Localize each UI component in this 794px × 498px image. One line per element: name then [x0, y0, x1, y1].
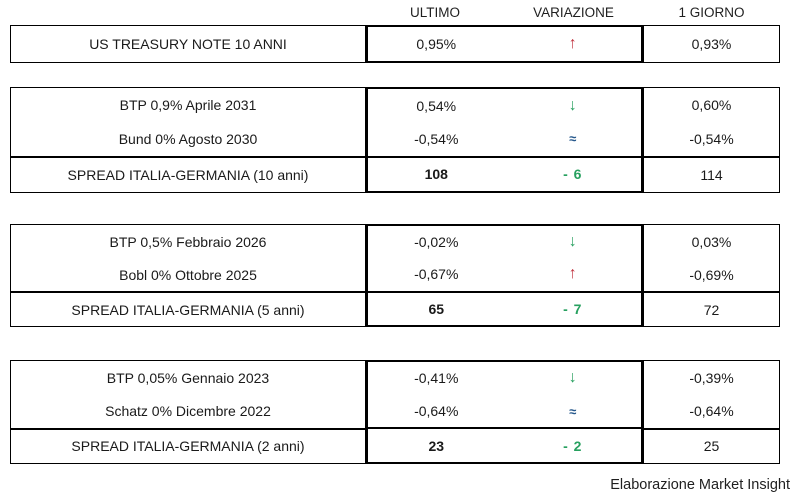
spread-giorno-value: 72 [644, 291, 779, 326]
spread-ultimo-value: 108 [424, 166, 448, 183]
giorno-value: 0,60% [691, 97, 732, 113]
label-column: BTP 0,5% Febbraio 2026 Bobl 0% Ottobre 2… [10, 224, 366, 327]
spread-label: SPREAD ITALIA-GERMANIA (5 anni) [11, 291, 365, 326]
approx-equal-icon: ≈ [569, 403, 577, 419]
column-header-1-giorno: 1 GIORNO [678, 5, 745, 20]
ultimo-value: -0,41% [414, 370, 459, 387]
label-column: BTP 0,05% Gennaio 2023 Schatz 0% Dicembr… [10, 360, 366, 464]
instrument-label: BTP 0,9% Aprile 2031 [119, 97, 257, 113]
giorno-column: 0,60% -0,54% 114 [643, 87, 780, 193]
ultimo-variazione-box: -0,41% ↓ -0,64% ≈ 23 - 2 [366, 360, 643, 464]
giorno-column: -0,39% -0,64% 25 [643, 360, 780, 464]
ultimo-variazione-box: -0,02% ↓ -0,67% ↑ 65 - 7 [366, 224, 643, 327]
spread-row: 65 - 7 [368, 290, 641, 325]
instrument-label: Schatz 0% Dicembre 2022 [105, 402, 271, 419]
table-row: -0,02% ↓ [368, 226, 641, 258]
table-row: 0,54% ↓ [368, 89, 641, 122]
treasury-table: US TREASURY NOTE 10 ANNI 0,95% ↑ 0,93% [10, 25, 780, 63]
ultimo-value: -0,54% [414, 130, 459, 147]
ultimo-value: -0,02% [414, 234, 459, 251]
spread-giorno-value: 25 [644, 427, 779, 463]
ultimo-variazione-box: 0,95% ↑ [366, 25, 643, 63]
spread-change-value: - 7 [563, 300, 583, 317]
giorno-value: 0,03% [691, 233, 732, 250]
label-column: BTP 0,9% Aprile 2031 Bund 0% Agosto 2030… [10, 87, 366, 193]
up-arrow-icon: ↑ [568, 265, 577, 283]
giorno-column: 0,93% [643, 25, 780, 63]
spread-change-value: - 2 [563, 437, 583, 454]
ultimo-value: 0,95% [416, 36, 457, 52]
ultimo-value: -0,64% [414, 403, 459, 419]
spread-row: 108 - 6 [368, 155, 641, 191]
source-credit: Elaborazione Market Insight [610, 477, 790, 493]
giorno-value: -0,64% [689, 402, 734, 419]
ultimo-variazione-box: 0,54% ↓ -0,54% ≈ 108 - 6 [366, 87, 643, 193]
spread-ultimo-value: 65 [428, 300, 445, 317]
down-arrow-icon: ↓ [568, 233, 577, 251]
label-column: US TREASURY NOTE 10 ANNI [10, 25, 366, 63]
spread-giorno-value: 114 [644, 156, 779, 192]
instrument-label: Bund 0% Agosto 2030 [118, 131, 258, 147]
instrument-label: BTP 0,05% Gennaio 2023 [106, 369, 270, 386]
down-arrow-icon: ↓ [568, 369, 577, 387]
spread-label: SPREAD ITALIA-GERMANIA (2 anni) [11, 427, 365, 463]
giorno-value: -0,69% [689, 266, 734, 283]
giorno-column: 0,03% -0,69% 72 [643, 224, 780, 327]
giorno-value: -0,54% [689, 131, 734, 147]
spread-label: SPREAD ITALIA-GERMANIA (10 anni) [11, 156, 365, 192]
giorno-value: 0,93% [691, 36, 732, 52]
giorno-value: -0,39% [689, 369, 734, 386]
table-row: -0,67% ↑ [368, 258, 641, 290]
ultimo-value: -0,67% [414, 266, 459, 283]
spread-5y-table: BTP 0,5% Febbraio 2026 Bobl 0% Ottobre 2… [10, 224, 780, 327]
approx-equal-icon: ≈ [569, 131, 577, 147]
spread-change-value: - 6 [563, 166, 583, 183]
ultimo-value: 0,54% [416, 97, 457, 114]
table-row: 0,95% ↑ [368, 27, 641, 61]
table-row: -0,54% ≈ [368, 122, 641, 155]
instrument-label: US TREASURY NOTE 10 ANNI [89, 36, 287, 52]
instrument-label: Bobl 0% Ottobre 2025 [119, 266, 257, 283]
table-row: -0,64% ≈ [368, 395, 641, 428]
spread-10y-table: BTP 0,9% Aprile 2031 Bund 0% Agosto 2030… [10, 87, 780, 193]
column-header-variazione: VARIAZIONE [533, 5, 614, 20]
table-row: -0,41% ↓ [368, 362, 641, 395]
up-arrow-icon: ↑ [568, 35, 577, 52]
spread-ultimo-value: 23 [428, 437, 445, 454]
spread-row: 23 - 2 [368, 427, 641, 462]
down-arrow-icon: ↓ [568, 96, 577, 114]
instrument-label: BTP 0,5% Febbraio 2026 [109, 233, 267, 250]
column-header-ultimo: ULTIMO [410, 5, 460, 20]
spread-2y-table: BTP 0,05% Gennaio 2023 Schatz 0% Dicembr… [10, 360, 780, 464]
